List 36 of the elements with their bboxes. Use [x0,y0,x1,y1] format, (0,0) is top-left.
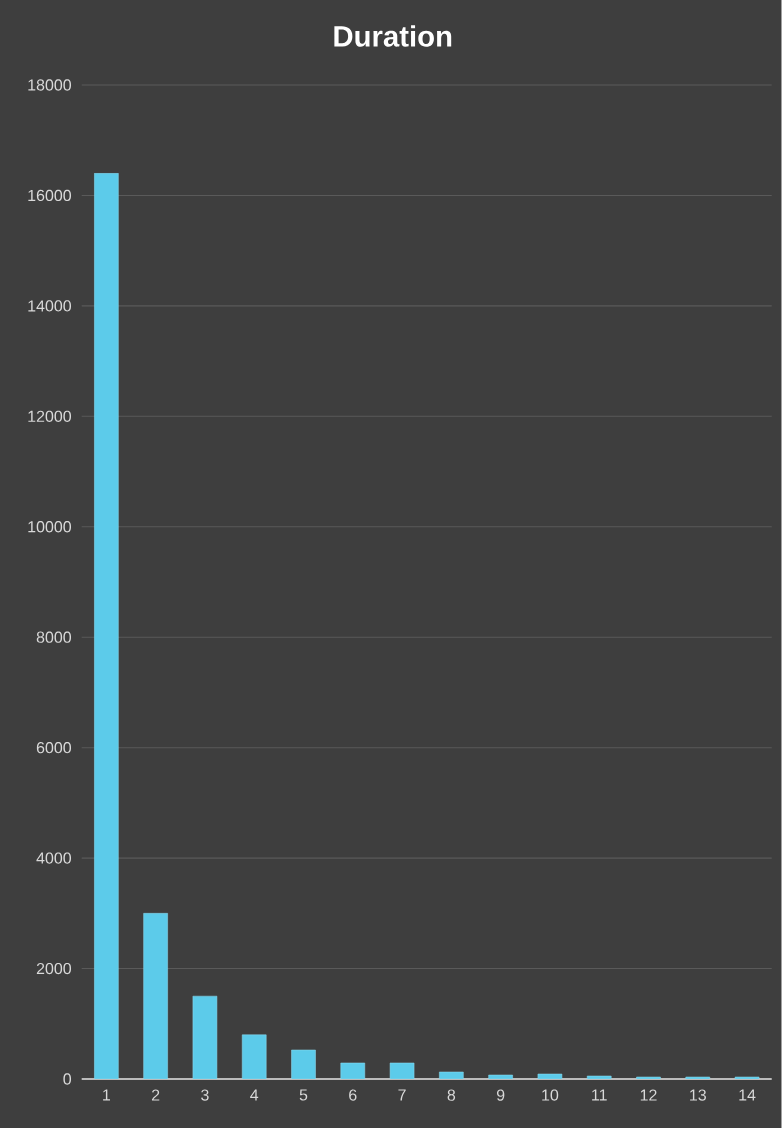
bar [94,173,119,1079]
y-tick-label: 0 [63,1073,72,1085]
chart-title: Duration [334,25,452,47]
bar [242,1034,267,1079]
y-tick-label: 8000 [36,631,72,643]
x-tick-label: 1 [103,1089,111,1101]
y-tick-label: 10000 [28,521,72,533]
x-tick-label: 8 [447,1089,456,1101]
x-tick-label: 6 [349,1089,357,1101]
x-tick-label: 14 [739,1089,756,1101]
bar [587,1075,612,1079]
bar [488,1074,514,1079]
x-tick-label: 10 [542,1089,559,1101]
x-tick-label: 9 [497,1089,505,1101]
y-tick-label: 16000 [28,189,72,202]
bar [439,1071,464,1079]
bar [389,1062,415,1079]
bar [143,913,169,1079]
x-tick-label: 2 [152,1089,160,1101]
x-tick-label: 3 [201,1089,209,1101]
x-tick-label: 7 [398,1089,406,1101]
y-tick-label: 6000 [37,742,72,754]
y-tick-label: 14000 [28,300,72,312]
x-tick-label: 5 [299,1089,308,1101]
y-tick-label: 2000 [37,962,72,975]
bar [192,995,218,1079]
x-tick-label: 12 [640,1089,657,1101]
x-tick-label: 13 [690,1089,707,1101]
x-tick-label: 4 [250,1089,259,1101]
y-tick-label: 18000 [28,79,72,91]
y-tick-label: 4000 [36,852,72,864]
bar [291,1049,316,1079]
bar [537,1073,563,1079]
x-tick-label: 11 [592,1089,607,1101]
bar [340,1062,366,1079]
y-tick-label: 12000 [28,410,72,422]
